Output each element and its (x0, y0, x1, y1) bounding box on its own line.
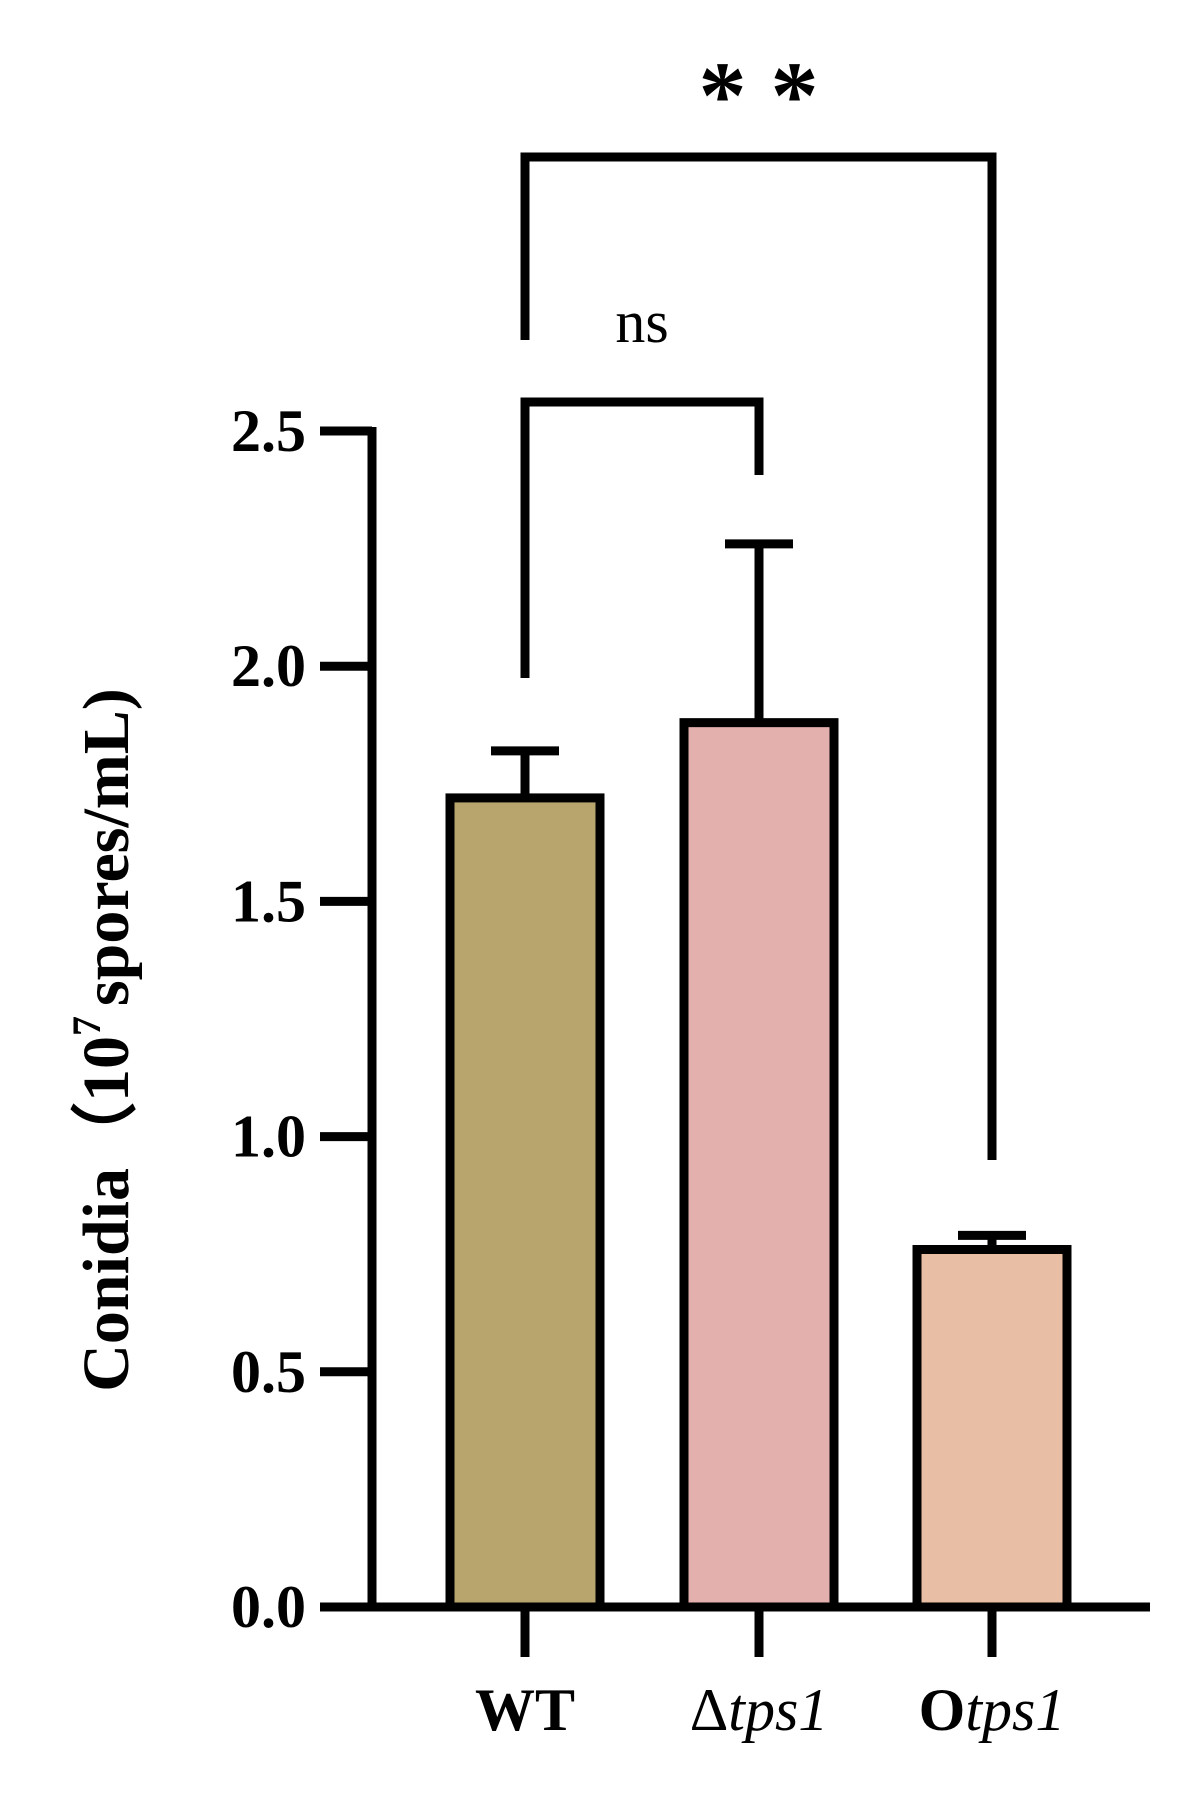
significance-label: ns (615, 289, 668, 355)
significance-bracket (520, 397, 764, 678)
y-tick-label: 0.0 (231, 1574, 306, 1640)
x-tick-label: Δtps1 (690, 1677, 829, 1743)
bars-layer (445, 539, 1072, 1612)
y-axis-title-prefix: Conidia（10 (69, 1036, 143, 1392)
x-tick-label: Otps1 (919, 1677, 1066, 1743)
y-axis-title: Conidia（107 spores/mL) (64, 688, 143, 1392)
y-tick-label: 1.0 (231, 1104, 306, 1170)
x-tick-label-prefix: O (919, 1677, 966, 1743)
y-tick-label: 0.5 (231, 1339, 306, 1405)
bar (445, 793, 605, 1612)
x-tick-label: WT (475, 1677, 575, 1743)
y-tick-label: 1.5 (231, 868, 306, 934)
x-tick-label-prefix: Δ (690, 1677, 729, 1743)
significance-bracket (520, 152, 997, 1160)
x-tick-label-italic: tps1 (728, 1677, 828, 1743)
bar (912, 1244, 1072, 1612)
significance-layer: ns * * (520, 42, 997, 1160)
y-tick-label: 2.0 (231, 633, 306, 699)
x-tick-label-prefix: WT (475, 1677, 575, 1743)
y-tick-label: 2.5 (231, 398, 306, 464)
y-axis-title-suffix: spores/mL) (70, 688, 143, 1006)
bar (679, 718, 839, 1612)
significance-label: * * (699, 42, 819, 149)
y-axis-title-superscript: 7 (64, 1016, 109, 1036)
axis-layer: 0.00.51.01.52.02.5WT Δtps1 Otps1 (231, 398, 1150, 1743)
x-tick-label-italic: tps1 (965, 1677, 1065, 1743)
